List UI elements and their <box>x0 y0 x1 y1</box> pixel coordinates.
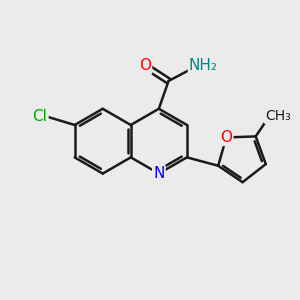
Text: O: O <box>220 130 232 145</box>
Text: Cl: Cl <box>33 109 47 124</box>
Text: N: N <box>153 166 164 181</box>
Text: CH₃: CH₃ <box>265 109 291 123</box>
Text: NH₂: NH₂ <box>189 58 218 73</box>
Text: O: O <box>139 58 151 73</box>
